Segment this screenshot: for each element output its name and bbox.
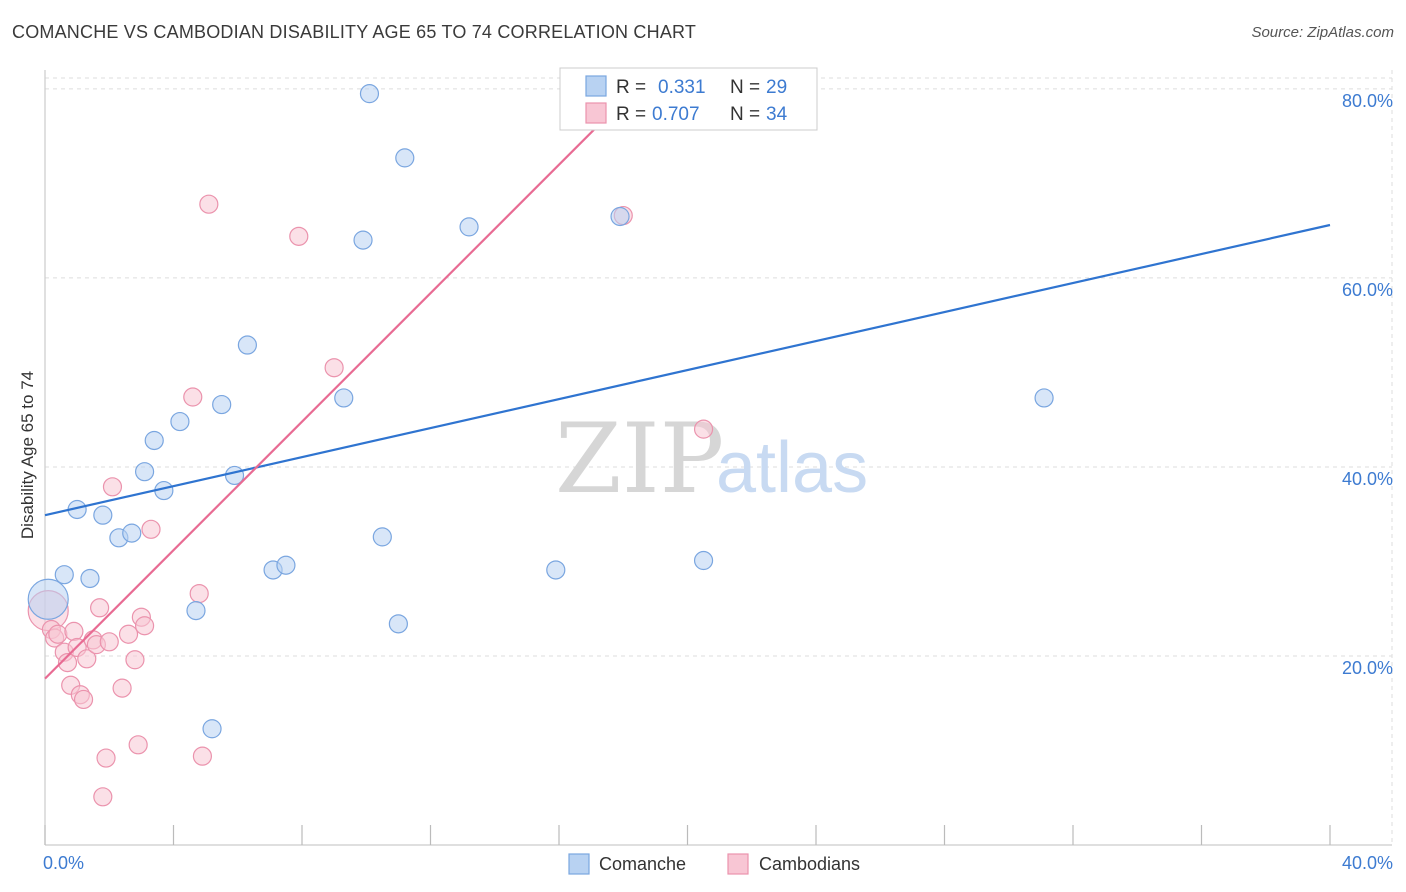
y-tick-label: 60.0% — [1342, 280, 1393, 300]
x-tick-label: 0.0% — [43, 853, 84, 873]
cambodian-point — [77, 649, 97, 669]
cambodian-point — [96, 748, 116, 768]
watermark-zip: ZIP — [555, 403, 724, 515]
cambodian-point — [57, 652, 78, 673]
cambodian-point — [189, 583, 209, 604]
legend-r-value-2: 0.707 — [652, 104, 700, 125]
comanche-point — [546, 560, 566, 580]
cambodian-point — [693, 419, 714, 439]
comanche-point — [186, 601, 206, 621]
comanche-point — [202, 719, 222, 739]
gridlines — [45, 70, 1393, 845]
cambodian-point — [141, 519, 161, 539]
legend-n-value-1: 29 — [766, 77, 787, 98]
axes — [44, 70, 1392, 846]
y-axis-title: Disability Age 65 to 74 — [18, 371, 37, 539]
stats-legend: R = 0.331 N = 29 R = 0.707 N = 34 — [559, 67, 818, 131]
tick-labels: 20.0% 40.0% 60.0% 80.0% 0.0% 40.0% — [43, 91, 1393, 873]
cambodian-point — [125, 650, 145, 670]
legend-n-value-2: 34 — [766, 104, 788, 125]
cambodian-point — [134, 616, 155, 636]
comanche-point — [144, 430, 164, 451]
source-label: Source: ZipAtlas.com — [1251, 24, 1394, 41]
comanche-point — [93, 505, 113, 525]
comanche-point — [1034, 388, 1054, 408]
bottom-legend-comanche: Comanche — [599, 854, 686, 874]
cambodian-point — [48, 624, 68, 644]
comanche-point — [388, 614, 408, 634]
cambodian-point — [93, 787, 113, 807]
x-tick-label: 40.0% — [1342, 853, 1393, 873]
y-tick-label: 20.0% — [1342, 658, 1393, 678]
trend-lines — [44, 90, 1331, 680]
cambodian-point — [99, 632, 119, 652]
y-tick-label: 80.0% — [1342, 91, 1393, 111]
comanche-point — [610, 206, 630, 227]
legend-r-value-1: 0.331 — [658, 77, 706, 98]
comanche-point — [80, 568, 100, 589]
comanche-point — [334, 388, 354, 408]
cambodian-point — [112, 678, 132, 698]
bottom-legend-swatch-comanche — [568, 853, 590, 875]
cambodian-point — [289, 226, 309, 246]
watermark-atlas: atlas — [716, 428, 868, 508]
cambodian-point — [118, 624, 139, 644]
cambodian-trend-line — [44, 90, 634, 680]
legend-swatch-cambodian — [585, 102, 607, 124]
legend-n-label-1: N = — [730, 77, 760, 98]
bottom-legend-cambodians: Cambodians — [759, 854, 860, 874]
comanche-point — [54, 565, 74, 585]
cambodian-point — [73, 689, 94, 710]
comanche-point — [276, 555, 296, 575]
comanche-trend-line — [44, 223, 1331, 517]
cambodian-point — [64, 621, 84, 642]
comanche-point — [353, 230, 373, 250]
comanche-point — [693, 550, 714, 571]
comanche-point — [170, 411, 190, 432]
cambodian-point — [192, 746, 213, 766]
comanche-points — [27, 84, 1054, 739]
series-legend: Comanche Cambodians — [568, 853, 860, 875]
comanche-point — [122, 523, 142, 543]
legend-r-label-1: R = — [616, 77, 646, 98]
comanche-point — [134, 462, 155, 482]
legend-n-label-2: N = — [730, 104, 760, 125]
comanche-point — [459, 217, 479, 237]
comanche-point — [27, 578, 69, 620]
cambodian-point — [102, 477, 123, 497]
cambodian-point — [128, 735, 148, 755]
y-tick-label: 40.0% — [1342, 469, 1393, 489]
cambodian-point — [183, 387, 203, 407]
cambodian-point — [90, 598, 110, 618]
comanche-point — [237, 335, 257, 355]
comanche-point — [395, 148, 415, 168]
legend-r-label-2: R = — [616, 104, 646, 125]
legend-swatch-comanche — [585, 75, 607, 97]
cambodian-point — [324, 358, 344, 378]
comanche-point — [359, 84, 380, 104]
comanche-point — [372, 527, 392, 547]
cambodian-point — [199, 194, 219, 214]
comanche-point — [212, 394, 232, 415]
bottom-legend-swatch-cambodian — [727, 853, 749, 875]
chart-title: COMANCHE VS CAMBODIAN DISABILITY AGE 65 … — [12, 22, 697, 42]
